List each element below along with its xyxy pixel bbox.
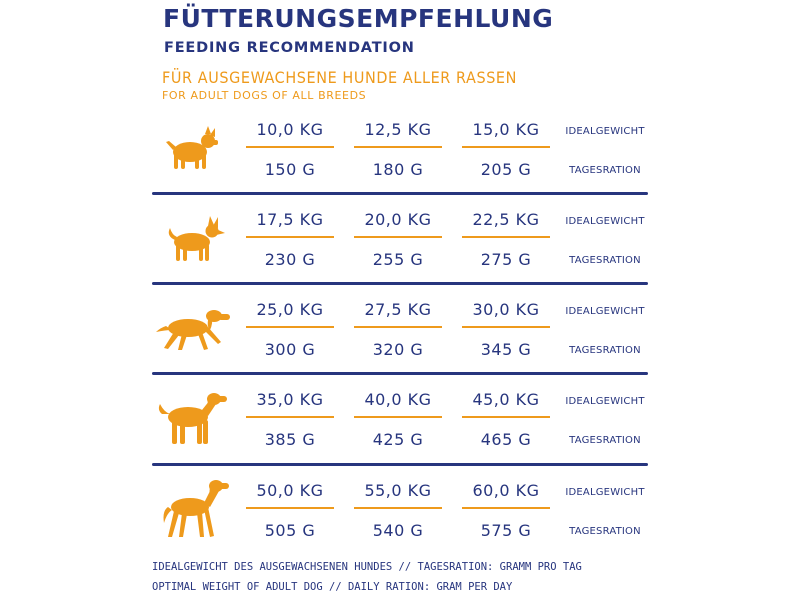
daily-ration-label: TAGESRATION [569,435,641,446]
value-underline [246,507,334,509]
feeding-row-5: 50,0 KG 505 G 55,0 KG 540 G 60,0 KG 575 G IDEA… [152,473,648,563]
daily-ration-label: TAGESRATION [569,526,641,537]
daily-ration-value: 575 G [480,521,532,540]
footer-english: OPTIMAL WEIGHT OF ADULT DOG // DAILY RAT… [152,581,513,593]
ideal-weight-value: 55,0 KG [364,481,432,500]
daily-ration-value: 385 G [264,430,316,449]
feeding-row-3: 25,0 KG 300 G 27,5 KG 320 G 30,0 KG 345 G IDEA… [152,292,648,382]
daily-ration-value: 275 G [480,250,532,269]
ideal-weight-value: 35,0 KG [256,390,324,409]
ideal-weight-label: IDEALGEWICHT [565,396,645,407]
daily-ration-value: 505 G [264,521,316,540]
daily-ration-value: 205 G [480,160,532,179]
value-underline [462,416,550,418]
ideal-weight-value: 50,0 KG [256,481,324,500]
daily-ration-label: TAGESRATION [569,165,641,176]
row-divider [152,372,648,375]
daily-ration-label: TAGESRATION [569,255,641,266]
intro-german: FÜR AUSGEWACHSENE HUNDE ALLER RASSEN [162,68,517,87]
row-divider [152,282,648,285]
ideal-weight-label: IDEALGEWICHT [565,126,645,137]
retriever-dog-icon [152,382,242,472]
daily-ration-value: 230 G [264,250,316,269]
value-underline [354,146,442,148]
ideal-weight-value: 17,5 KG [256,210,324,229]
value-underline [246,416,334,418]
small-dog-icon [152,112,242,202]
daily-ration-value: 540 G [372,521,424,540]
ideal-weight-value: 45,0 KG [472,390,540,409]
row-divider [152,463,648,466]
value-underline [462,507,550,509]
daily-ration-value: 425 G [372,430,424,449]
daily-ration-value: 300 G [264,340,316,359]
row-divider [152,192,648,195]
ideal-weight-label: IDEALGEWICHT [565,306,645,317]
daily-ration-value: 465 G [480,430,532,449]
feeding-row-2: 17,5 KG 230 G 20,0 KG 255 G 22,5 KG 275 G IDEA… [152,202,648,292]
ideal-weight-label: IDEALGEWICHT [565,216,645,227]
ideal-weight-value: 22,5 KG [472,210,540,229]
ideal-weight-value: 30,0 KG [472,300,540,319]
value-underline [462,146,550,148]
value-underline [246,236,334,238]
daily-ration-value: 150 G [264,160,316,179]
value-underline [462,326,550,328]
value-underline [462,236,550,238]
ideal-weight-value: 15,0 KG [472,120,540,139]
footer-german: IDEALGEWICHT DES AUSGEWACHSENEN HUNDES /… [152,561,582,573]
value-underline [354,507,442,509]
daily-ration-value: 345 G [480,340,532,359]
ideal-weight-value: 25,0 KG [256,300,324,319]
ideal-weight-value: 27,5 KG [364,300,432,319]
medium-dog-icon [152,202,242,292]
daily-ration-value: 320 G [372,340,424,359]
ideal-weight-value: 40,0 KG [364,390,432,409]
page-title: FÜTTERUNGSEMPFEHLUNG [163,4,554,33]
intro-english: FOR ADULT DOGS OF ALL BREEDS [162,89,367,102]
value-underline [354,326,442,328]
ideal-weight-label: IDEALGEWICHT [565,487,645,498]
large-dog-icon [152,473,242,563]
value-underline [354,236,442,238]
daily-ration-value: 180 G [372,160,424,179]
value-underline [354,416,442,418]
ideal-weight-value: 60,0 KG [472,481,540,500]
daily-ration-value: 255 G [372,250,424,269]
value-underline [246,146,334,148]
daily-ration-label: TAGESRATION [569,345,641,356]
ideal-weight-value: 12,5 KG [364,120,432,139]
feeding-row-1: 10,0 KG 150 G 12,5 KG 180 G 15,0 KG 205 G IDEA… [152,112,648,202]
setter-dog-icon [152,292,242,382]
ideal-weight-value: 20,0 KG [364,210,432,229]
ideal-weight-value: 10,0 KG [256,120,324,139]
page-subtitle: FEEDING RECOMMENDATION [164,40,415,56]
feeding-row-4: 35,0 KG 385 G 40,0 KG 425 G 45,0 KG 465 G IDEA… [152,382,648,472]
value-underline [246,326,334,328]
